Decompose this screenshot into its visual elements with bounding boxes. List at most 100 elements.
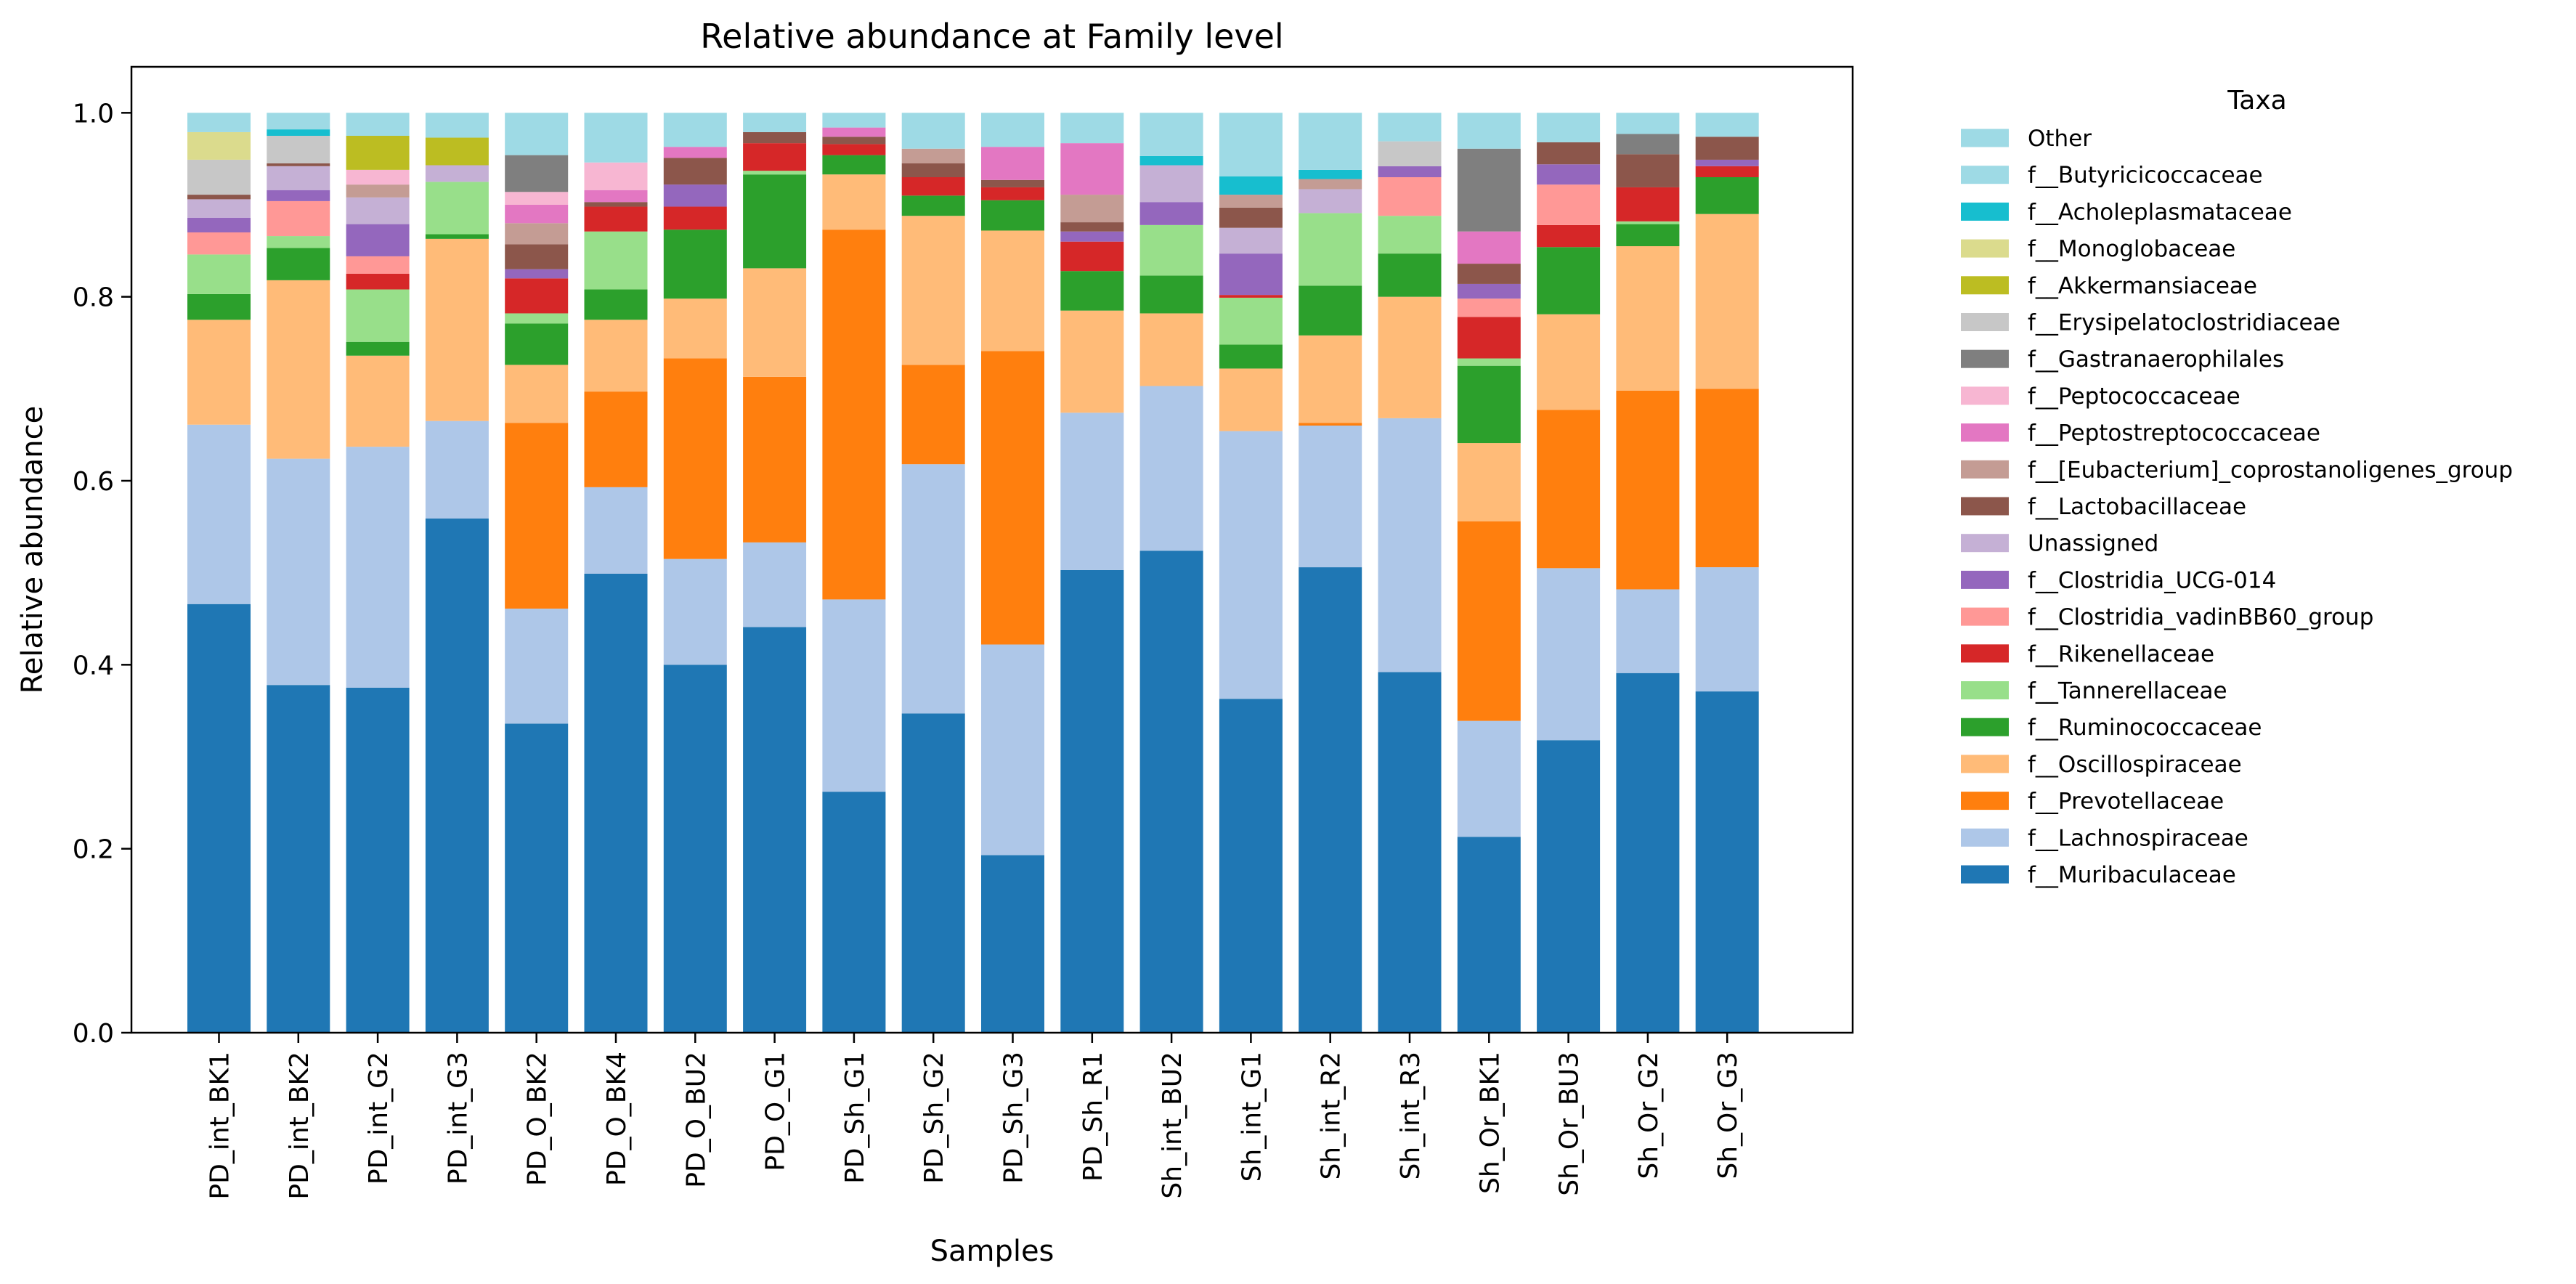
legend-label: f__Clostridia_vadinBB60_group	[2028, 604, 2373, 630]
bar-segment-PD_O_BK2-11	[505, 223, 569, 245]
bar-segment-Sh_Or_G3-8	[1695, 159, 1759, 166]
legend-label: f__Muribaculaceae	[2028, 862, 2236, 888]
bar-segment-Sh_Or_BK1-0	[1457, 837, 1521, 1033]
bar-segment-PD_O_G1-1	[743, 542, 807, 627]
bar-segment-PD_int_BK2-18	[267, 129, 330, 136]
bar-segment-PD_O_BU2-1	[663, 558, 727, 665]
x-axis: PD_int_BK1 PD_int_BK2 PD_int_G2 PD_int_G3 PD…	[206, 1033, 1743, 1200]
legend-label: Other	[2028, 126, 2092, 152]
bar-segment-PD_Sh_G3-20	[981, 113, 1044, 147]
bar-segment-Sh_int_R3-4	[1378, 253, 1442, 297]
bar-segment-Sh_int_BU2-5	[1139, 224, 1203, 276]
bar-segment-PD_O_BU2-3	[663, 298, 727, 359]
bar-segment-PD_Sh_G3-3	[981, 230, 1044, 352]
legend-label: f__Erysipelatoclostridiaceae	[2028, 310, 2341, 336]
bar-segment-PD_O_BU2-12	[663, 147, 727, 158]
legend-label: f__Butyricicoccaceae	[2028, 163, 2263, 189]
bar-segment-PD_O_G1-10	[743, 131, 807, 144]
bar-segment-PD_Sh_R1-0	[1060, 569, 1124, 1033]
bar-segment-Sh_Or_G2-2	[1616, 390, 1680, 590]
bar-segment-Sh_int_R3-1	[1378, 418, 1442, 673]
bar-segment-Sh_int_G1-20	[1219, 113, 1283, 176]
x-tick-label: PD_int_G2	[364, 1052, 394, 1185]
bar-segment-PD_int_BK1-17	[187, 131, 251, 160]
bar-segment-Sh_int_G1-1	[1219, 431, 1283, 699]
bar-segment-Sh_Or_BK1-2	[1457, 521, 1521, 721]
bar-segment-Sh_Or_G3-0	[1695, 691, 1759, 1033]
bar-segment-PD_int_BK2-10	[267, 163, 330, 166]
bar-segment-PD_int_G3-16	[425, 137, 489, 166]
bar-segment-PD_O_BK4-0	[584, 573, 648, 1033]
bar-segment-Sh_int_R3-20	[1378, 113, 1442, 142]
x-tick-label: PD_Sh_G2	[919, 1052, 949, 1184]
y-axis: 0.0 0.2 0.4 0.6 0.8 1.0	[73, 99, 131, 1049]
bar-segment-Sh_Or_G2-6	[1616, 187, 1680, 222]
y-tick-label: 0.6	[73, 467, 114, 497]
bar-segment-PD_O_G1-3	[743, 268, 807, 377]
bar-segment-Sh_Or_BU3-6	[1537, 224, 1601, 248]
bar-segment-Sh_Or_BU3-8	[1537, 164, 1601, 185]
bar-segment-PD_O_BK4-10	[584, 202, 648, 207]
bar-segment-PD_O_BK2-12	[505, 205, 569, 224]
bar-segment-Sh_Or_BU3-1	[1537, 568, 1601, 741]
bar-segment-PD_int_G3-9	[425, 165, 489, 182]
bar-segment-PD_int_BK1-3	[187, 320, 251, 425]
bar-segment-PD_Sh_R1-12	[1060, 143, 1124, 195]
bar-segment-PD_O_BK4-3	[584, 320, 648, 392]
bar-segment-PD_O_G1-2	[743, 376, 807, 543]
bar-segment-PD_int_G2-1	[346, 447, 410, 688]
legend-label: Unassigned	[2028, 531, 2158, 557]
y-tick-label: 0.0	[73, 1019, 114, 1049]
bar-segment-Sh_int_G1-0	[1219, 699, 1283, 1033]
bars-group	[187, 113, 1759, 1033]
x-tick-label: Sh_Or_G2	[1634, 1052, 1664, 1179]
bar-segment-Sh_Or_G3-6	[1695, 166, 1759, 177]
bar-segment-Sh_Or_BU3-20	[1537, 113, 1601, 142]
bar-segment-PD_O_BK4-5	[584, 231, 648, 290]
bar-segment-PD_O_BK4-1	[584, 487, 648, 574]
x-tick-label: PD_O_BK4	[602, 1052, 632, 1186]
bar-segment-Sh_Or_G2-4	[1616, 224, 1680, 246]
bar-segment-PD_Sh_G2-0	[901, 713, 965, 1033]
bar-segment-PD_O_BU2-6	[663, 206, 727, 230]
bar-segment-PD_int_G2-5	[346, 289, 410, 342]
bar-segment-PD_int_G3-5	[425, 182, 489, 235]
bar-segment-Sh_Or_BK1-8	[1457, 283, 1521, 299]
bar-segment-PD_int_BK2-7	[267, 200, 330, 237]
bar-segment-Sh_Or_BK1-1	[1457, 720, 1521, 837]
bar-segment-PD_int_BK1-1	[187, 424, 251, 604]
legend-swatch	[1961, 570, 2009, 589]
legend-label: f__Akkermansiaceae	[2028, 273, 2257, 299]
bar-segment-PD_int_BK2-8	[267, 190, 330, 201]
bar-segment-PD_Sh_R1-11	[1060, 195, 1124, 223]
legend-swatch	[1961, 166, 2009, 184]
bar-segment-PD_O_BK4-12	[584, 190, 648, 203]
x-tick-label: PD_int_G3	[443, 1052, 473, 1185]
legend-swatch	[1961, 313, 2009, 331]
bar-segment-PD_int_G3-20	[425, 113, 489, 138]
y-tick-label: 1.0	[73, 99, 114, 129]
bar-segment-PD_O_BU2-10	[663, 158, 727, 185]
legend-label: f__Lachnospiraceae	[2028, 825, 2248, 851]
bar-segment-Sh_Or_G3-2	[1695, 389, 1759, 568]
bar-segment-PD_int_G2-6	[346, 274, 410, 290]
legend-swatch	[1961, 202, 2009, 221]
bar-segment-PD_Sh_G3-2	[981, 351, 1044, 645]
bar-segment-PD_O_BK2-20	[505, 113, 569, 155]
bar-segment-Sh_int_G1-18	[1219, 176, 1283, 195]
bar-segment-PD_O_BK2-14	[505, 155, 569, 192]
legend-swatch	[1961, 460, 2009, 479]
bar-segment-Sh_int_R2-1	[1299, 426, 1362, 568]
bar-segment-PD_int_BK2-4	[267, 248, 330, 280]
bar-segment-PD_int_BK1-7	[187, 232, 251, 255]
bar-segment-PD_int_BK1-15	[187, 159, 251, 195]
bar-segment-PD_Sh_R1-3	[1060, 310, 1124, 413]
bar-segment-PD_int_BK2-5	[267, 236, 330, 248]
bar-segment-PD_int_BK1-5	[187, 254, 251, 294]
bar-segment-Sh_Or_BU3-7	[1537, 184, 1601, 225]
bar-segment-Sh_int_R3-7	[1378, 177, 1442, 216]
bar-segment-Sh_Or_G2-10	[1616, 154, 1680, 187]
x-tick-label: PD_Sh_G1	[840, 1052, 870, 1184]
bar-segment-Sh_int_BU2-4	[1139, 275, 1203, 314]
bar-segment-PD_int_BK1-9	[187, 199, 251, 218]
